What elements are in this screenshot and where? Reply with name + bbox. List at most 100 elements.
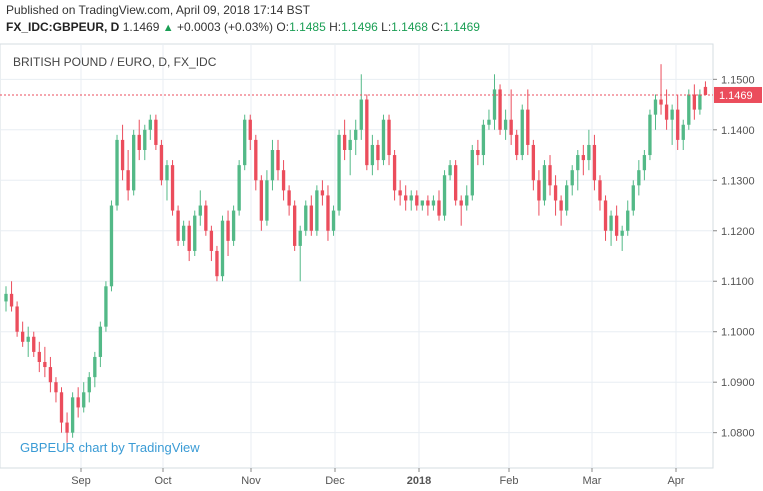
candle-body (409, 195, 413, 201)
candle-body (381, 119, 386, 161)
candle-body (320, 190, 325, 196)
candle-body (132, 134, 136, 191)
candle-body (676, 109, 680, 140)
candle-body (270, 150, 275, 181)
candle-body (226, 220, 230, 241)
candle-body (626, 210, 630, 231)
close-value: 1.1469 (443, 20, 480, 34)
candle-body (304, 205, 308, 231)
high-value: 1.1496 (341, 20, 378, 34)
candle-body (431, 200, 436, 206)
candle-body (553, 185, 558, 201)
candle-body (87, 377, 91, 393)
candle-body (537, 180, 541, 201)
candle-body (548, 165, 552, 186)
candle-body (115, 139, 119, 206)
y-tick-label: 1.1100 (721, 276, 754, 288)
candle-body (581, 155, 585, 161)
y-tick-label: 1.1000 (721, 327, 755, 339)
candle-body (587, 144, 591, 161)
candle-body (620, 230, 624, 236)
candle-body (487, 119, 491, 125)
candle-body (154, 119, 158, 145)
x-tick-label: Apr (667, 475, 684, 487)
candle-body (659, 99, 663, 105)
candle-body (48, 367, 53, 383)
y-tick-label: 1.1400 (721, 125, 755, 137)
x-tick-label: 2018 (407, 475, 431, 487)
candle-body (265, 180, 269, 221)
y-tick-label: 1.1500 (721, 74, 755, 86)
candle-body (542, 165, 547, 201)
plot-area (0, 43, 714, 469)
candle-body (204, 205, 208, 231)
candle-body (120, 139, 125, 171)
open-label: O: (276, 20, 290, 34)
x-tick-label: Oct (154, 475, 171, 487)
candle-body (492, 89, 497, 120)
candle-body (520, 109, 524, 156)
candle-body (209, 230, 214, 251)
last-price: 1.1469 (122, 20, 160, 34)
candle-body (387, 119, 391, 156)
candle-body (342, 134, 347, 150)
low-label: L: (381, 20, 392, 34)
candle-body (298, 230, 302, 246)
candle-body (65, 422, 69, 433)
candle-body (687, 94, 691, 125)
candle-body (315, 190, 319, 231)
candle-body (698, 94, 702, 110)
high-label: H: (329, 20, 342, 34)
candle-body (470, 150, 474, 196)
candle-body (20, 331, 25, 342)
symbol-label: FX_IDC:GBPEUR, D (6, 20, 120, 34)
candle-body (15, 306, 19, 332)
candle-body (642, 155, 647, 171)
candle-body (498, 89, 502, 130)
candle-body (93, 356, 97, 378)
candle-body (459, 200, 463, 206)
candle-body (143, 129, 147, 150)
candle-body (82, 392, 86, 408)
x-tick-label: Nov (241, 475, 261, 487)
candle-body (426, 200, 430, 206)
candle-body (648, 114, 652, 156)
candle-body (59, 392, 64, 423)
x-tick-label: Sep (71, 475, 91, 487)
x-tick-label: Dec (325, 475, 345, 487)
candle-body (664, 104, 669, 120)
candle-body (193, 215, 197, 251)
candle-body (503, 119, 508, 130)
candle-body (181, 225, 186, 241)
change-value: +0.0003 (+0.03%) (176, 20, 274, 34)
candle-body (137, 134, 141, 150)
candle-body (98, 326, 103, 357)
candle-body (420, 200, 425, 206)
chart-title: BRITISH POUND / EURO, D, FX_IDC (13, 55, 217, 69)
candle-body (326, 195, 330, 231)
candle-body (76, 397, 80, 408)
candle-body (26, 336, 30, 342)
candle-body (526, 109, 530, 145)
candle-body (254, 139, 258, 181)
close-label: C: (431, 20, 444, 34)
candle-body (287, 190, 291, 206)
candle-body (354, 129, 358, 140)
candle-body (276, 150, 280, 171)
candle-body (32, 336, 36, 352)
candle-body (376, 144, 380, 161)
candle-body (692, 94, 697, 110)
up-arrow-icon: ▲ (162, 22, 174, 34)
candle-body (476, 150, 480, 156)
candle-body (653, 99, 658, 115)
candle-body (337, 134, 341, 211)
candle-body (259, 180, 264, 221)
ticker-line: FX_IDC:GBPEUR, D 1.1469 ▲ +0.0003 (+0.03… (6, 20, 480, 34)
candle-body (481, 124, 486, 156)
candle-body (531, 144, 536, 181)
candle-body (331, 210, 336, 231)
candle-body (559, 200, 563, 211)
candle-body (631, 185, 635, 211)
candle-body (54, 382, 58, 393)
